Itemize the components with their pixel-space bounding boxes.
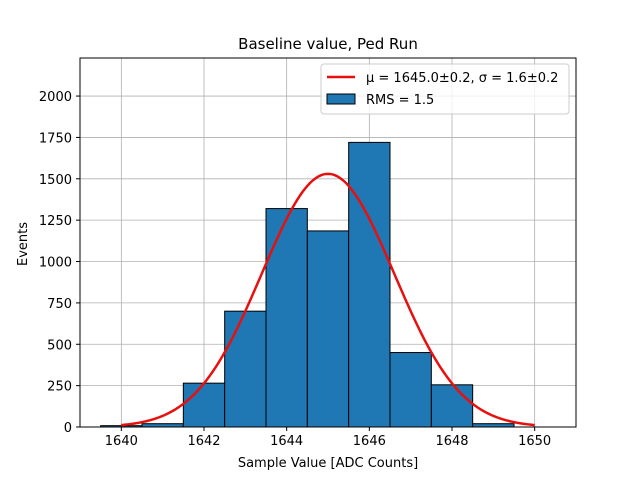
chart-title: Baseline value, Ped Run xyxy=(238,35,418,53)
legend-hist-label: RMS = 1.5 xyxy=(366,93,434,108)
histogram-bar xyxy=(265,208,308,428)
y-tick-label: 250 xyxy=(47,380,72,395)
histogram-bar xyxy=(389,352,432,428)
x-tick-label: 1640 xyxy=(105,434,138,449)
x-tick-label: 1648 xyxy=(435,434,468,449)
y-tick-label: 2000 xyxy=(39,90,72,105)
histogram-bar xyxy=(348,141,391,428)
legend-box xyxy=(320,63,570,115)
y-tick-label: 500 xyxy=(47,338,72,353)
y-tick-label: 750 xyxy=(47,297,72,312)
x-tick-label: 1642 xyxy=(187,434,220,449)
histogram-bar xyxy=(430,384,474,428)
x-tick-label: 1644 xyxy=(270,434,303,449)
histogram-bar xyxy=(182,382,226,428)
gaussian-fit-curve xyxy=(121,172,535,427)
histogram-bars xyxy=(100,141,515,428)
y-tick-label: 0 xyxy=(64,421,72,436)
y-axis-ticks: 0 250 500 750 1000 1250 1500 1750 2000 xyxy=(39,90,80,436)
x-tick-label: 1646 xyxy=(353,434,386,449)
y-tick-label: 1250 xyxy=(39,214,72,229)
x-axis-ticks: 1640 1642 1644 1646 1648 1650 xyxy=(105,427,551,449)
plot-frame xyxy=(79,57,577,428)
legend-hist-swatch xyxy=(326,93,356,105)
y-tick-label: 1750 xyxy=(39,131,72,146)
x-axis-label: Sample Value [ADC Counts] xyxy=(238,456,418,471)
grid xyxy=(80,58,576,428)
y-axis-label: Events xyxy=(16,222,31,266)
legend: μ = 1645.0±0.2, σ = 1.6±0.2 RMS = 1.5 xyxy=(320,63,570,115)
y-tick-label: 1500 xyxy=(39,173,72,188)
x-tick-label: 1650 xyxy=(518,434,551,449)
histogram-bar xyxy=(224,310,267,428)
y-tick-label: 1000 xyxy=(39,256,72,271)
legend-fit-label: μ = 1645.0±0.2, σ = 1.6±0.2 xyxy=(366,71,558,86)
fit-curve-layer xyxy=(121,172,535,427)
histogram-bar xyxy=(306,230,350,428)
